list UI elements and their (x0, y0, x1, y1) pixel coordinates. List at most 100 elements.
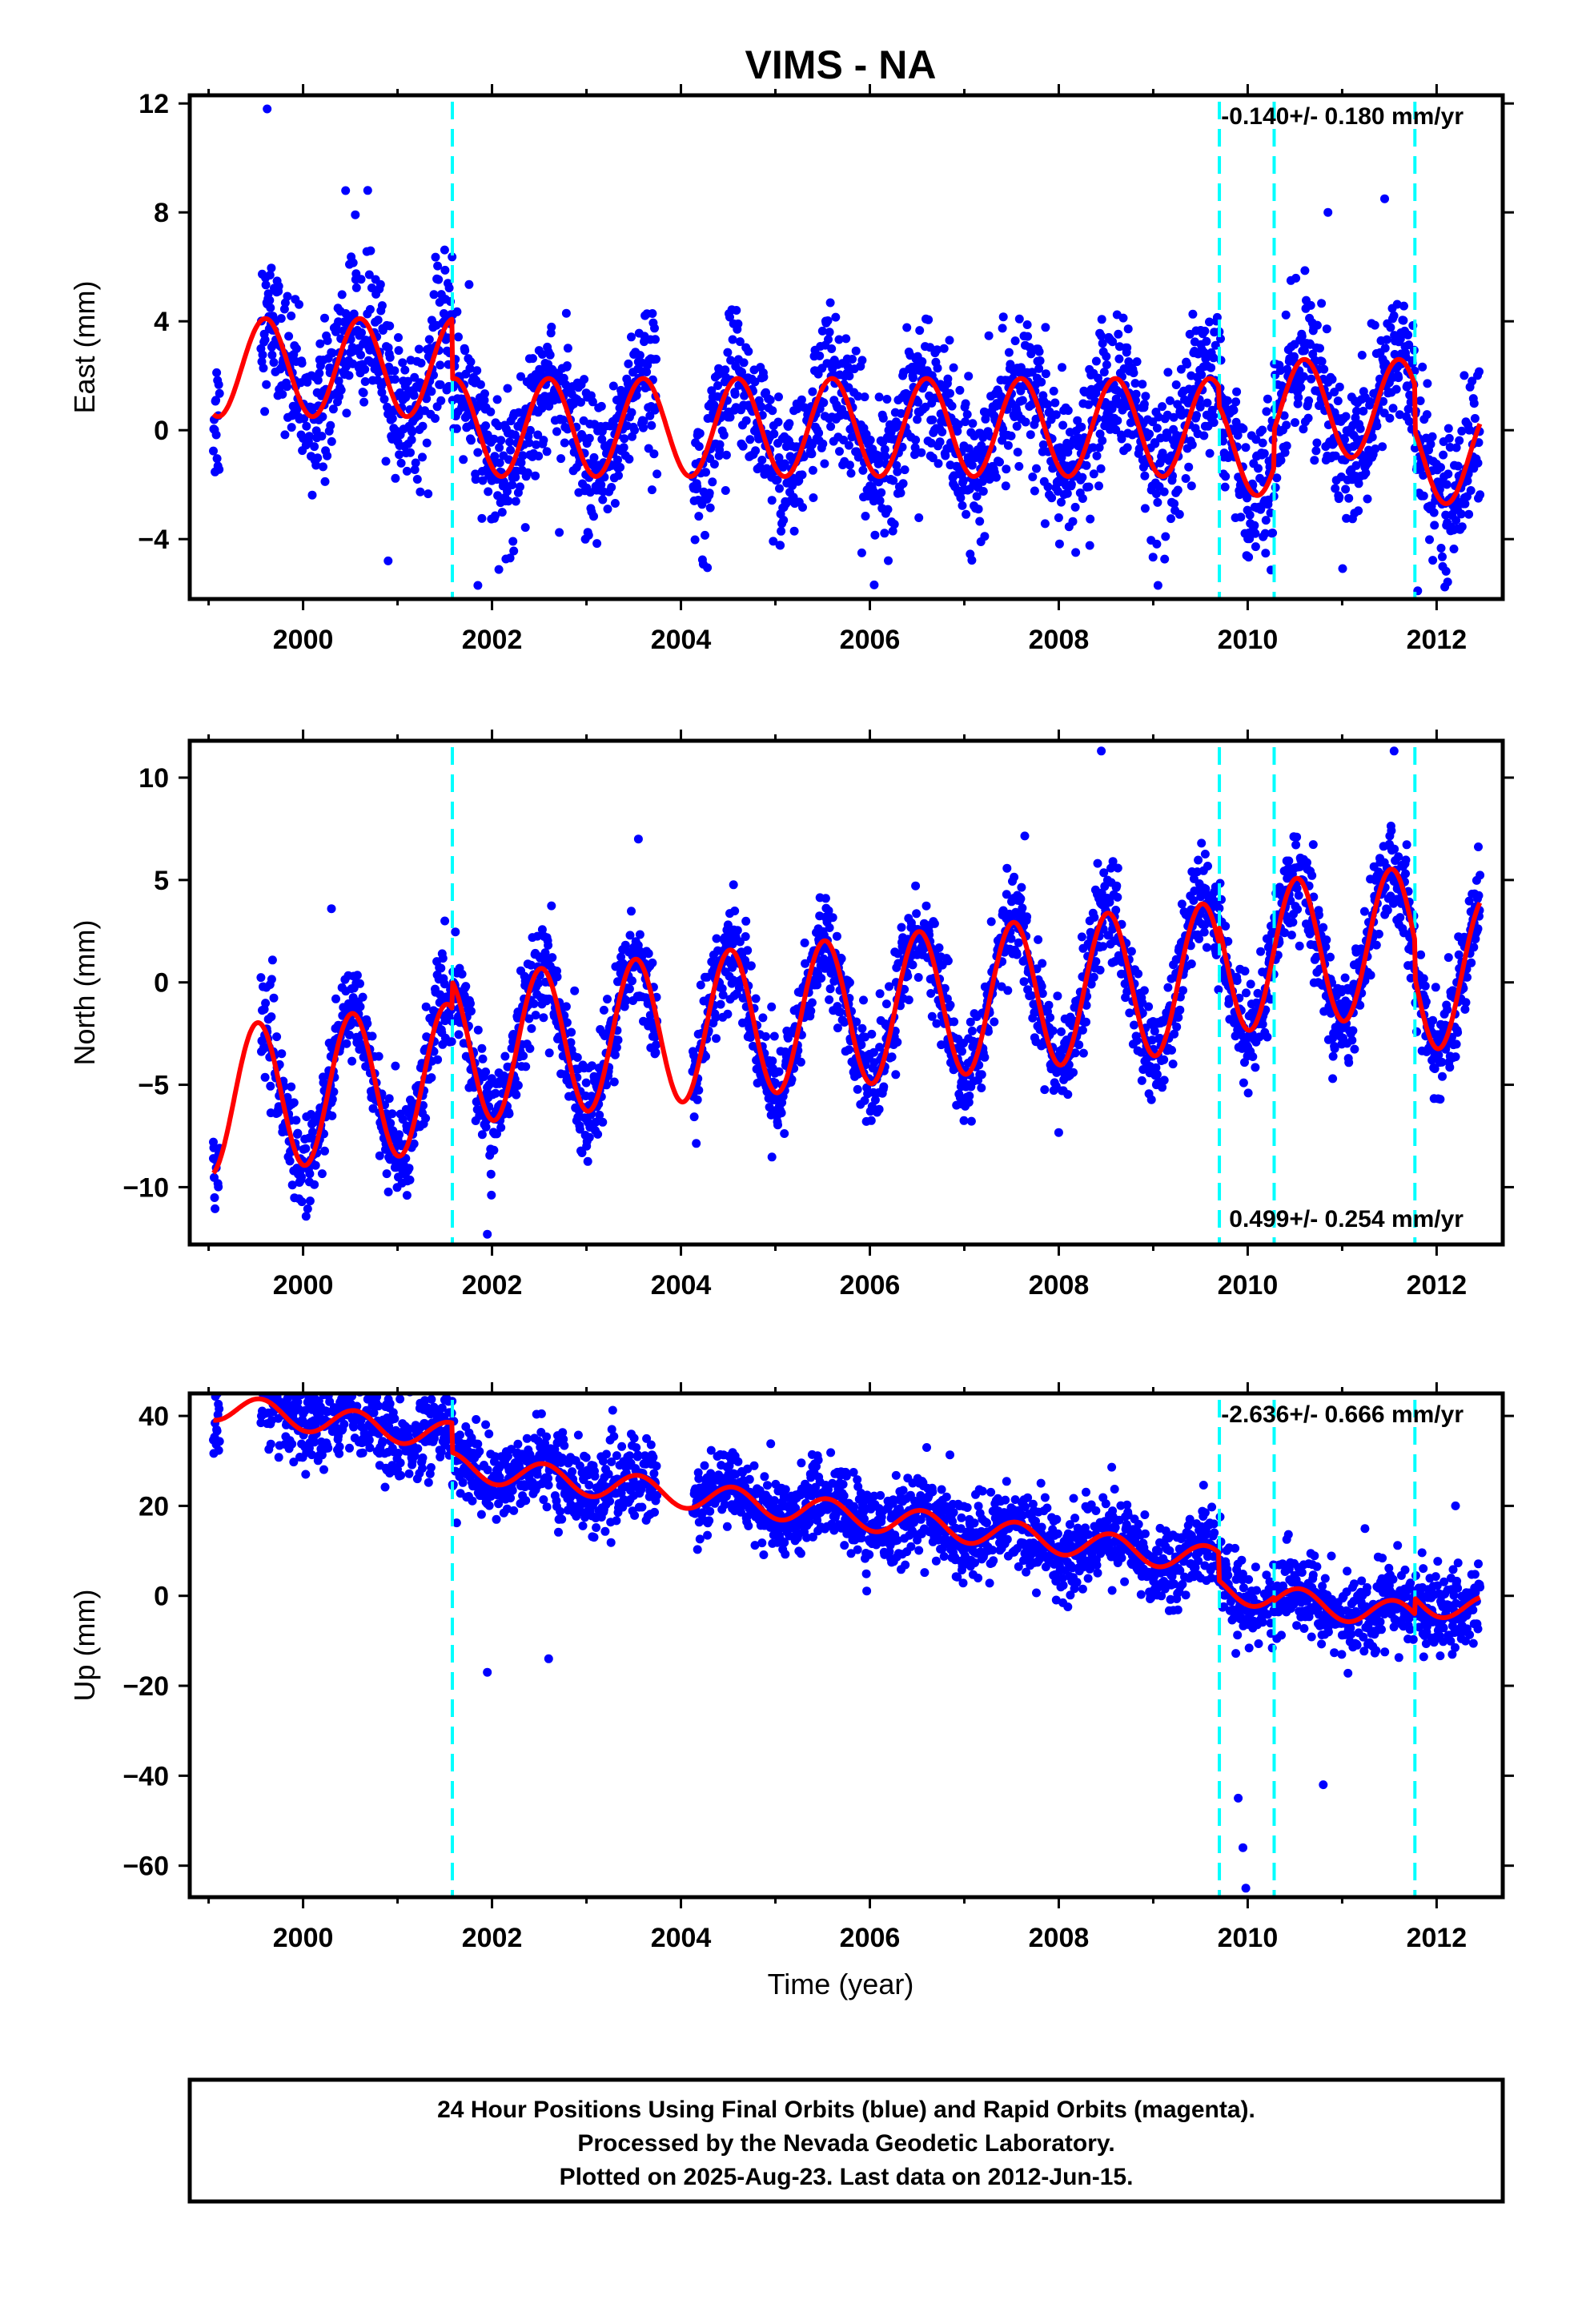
east-point (826, 422, 836, 432)
east-point (1430, 521, 1439, 530)
east-point (732, 306, 741, 315)
east-point (1034, 364, 1044, 373)
east-point (215, 388, 224, 398)
east-point (644, 444, 653, 453)
east-point (1363, 494, 1372, 504)
east-point (552, 427, 561, 436)
east-point (560, 438, 569, 448)
east-point (348, 258, 358, 267)
east-point (269, 358, 279, 368)
east-point (1463, 476, 1472, 485)
east-point (466, 357, 476, 367)
east-point (377, 301, 387, 311)
east-point (769, 429, 779, 439)
east-point (493, 491, 503, 501)
north-point (1202, 943, 1211, 952)
north-point (285, 1156, 295, 1166)
east-point (1388, 404, 1398, 413)
east-point (943, 374, 953, 384)
north-point (1006, 934, 1016, 943)
north-point (930, 919, 939, 928)
north-point (261, 999, 271, 1008)
east-point (1466, 486, 1476, 495)
east-point (484, 487, 493, 497)
east-point (1303, 413, 1313, 423)
north-point (355, 1002, 365, 1011)
east-point (317, 432, 327, 441)
east-point (326, 420, 335, 430)
north-point (693, 1095, 702, 1104)
east-point (1038, 440, 1048, 449)
north-point (825, 995, 834, 1004)
east-point (769, 537, 778, 546)
north-point (610, 1050, 620, 1059)
east-point (319, 462, 327, 472)
east-model-curve (211, 316, 1483, 506)
east-point (961, 417, 970, 427)
north-point (806, 1006, 816, 1015)
east-point (584, 433, 594, 443)
north-point (1105, 898, 1114, 907)
north-point (383, 1187, 393, 1196)
east-point (280, 430, 290, 440)
north-point (825, 923, 834, 932)
north-point (716, 999, 725, 1009)
north-point (852, 1017, 861, 1027)
east-point (409, 391, 419, 400)
north-point (773, 1120, 782, 1130)
east-point (516, 372, 525, 381)
east-point (728, 335, 737, 344)
east-point (365, 304, 375, 314)
north-point (599, 1005, 608, 1015)
east-point (495, 458, 504, 468)
east-point (367, 283, 376, 292)
east-point (860, 392, 869, 402)
east-point (407, 435, 416, 444)
east-point (759, 372, 769, 382)
north-point (768, 1056, 777, 1066)
east-point (418, 452, 427, 462)
east-point (320, 476, 330, 486)
east-point (1078, 472, 1087, 482)
east-point (1419, 491, 1428, 501)
east-point (995, 457, 1004, 467)
east-point (315, 368, 324, 378)
east-point (1182, 360, 1192, 369)
east-point (459, 455, 468, 464)
east-point (897, 408, 905, 418)
east-point (323, 336, 332, 345)
east-point (1134, 444, 1144, 453)
east-point (1043, 400, 1052, 409)
north-point (628, 976, 636, 986)
east-point (387, 414, 397, 424)
east-point (1361, 468, 1371, 478)
east-point (212, 454, 222, 464)
north-point (529, 999, 539, 1008)
north-point (913, 973, 923, 982)
east-point (773, 475, 782, 485)
north-point (454, 1030, 464, 1039)
east-point (713, 381, 722, 390)
east-point (1138, 380, 1147, 389)
east-point (1176, 364, 1186, 374)
north-point (598, 1117, 608, 1127)
east-point (408, 427, 417, 436)
east-point (773, 417, 783, 427)
east-point (880, 529, 889, 538)
north-point (730, 907, 740, 915)
east-point (360, 377, 370, 386)
east-point (1469, 399, 1479, 408)
east-point (531, 471, 540, 480)
east-point (1043, 482, 1053, 492)
east-point (1032, 464, 1041, 473)
north-point (635, 930, 644, 939)
north-point (391, 1061, 400, 1071)
east-point (933, 364, 942, 373)
east-point (848, 355, 857, 364)
east-point (1041, 369, 1050, 379)
north-point (832, 931, 841, 941)
east-point (454, 332, 463, 342)
north-point (287, 1180, 297, 1190)
east-point (984, 331, 994, 340)
east-point (958, 501, 967, 510)
